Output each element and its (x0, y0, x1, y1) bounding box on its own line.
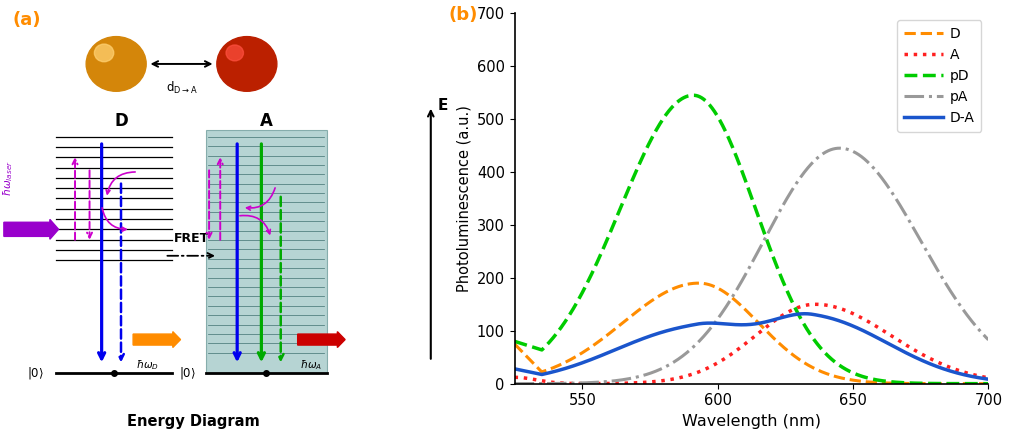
pD (982, 381, 995, 386)
D-A (508, 366, 521, 371)
Text: E: E (438, 98, 448, 113)
A (882, 331, 895, 336)
D (739, 307, 751, 312)
Text: $|0\rangle$: $|0\rangle$ (179, 365, 196, 381)
D-A (969, 374, 981, 380)
D (969, 381, 981, 386)
Legend: D, A, pD, pA, D-A: D, A, pD, pA, D-A (897, 20, 981, 132)
pA (508, 381, 521, 386)
Circle shape (226, 45, 244, 61)
D-A (739, 322, 751, 327)
pD (687, 93, 699, 98)
Line: pD: pD (515, 95, 988, 384)
Text: FRET: FRET (173, 232, 209, 245)
D (969, 381, 981, 386)
Line: pA: pA (515, 148, 988, 384)
D-A (727, 322, 739, 327)
pA (982, 337, 995, 343)
pA (881, 184, 894, 189)
pA (727, 294, 739, 299)
D (982, 381, 995, 386)
D-A (799, 311, 811, 316)
Line: D: D (515, 283, 988, 384)
A (969, 373, 981, 378)
A (969, 372, 981, 377)
Text: (b): (b) (448, 6, 478, 24)
D (727, 295, 739, 301)
Y-axis label: Photoluminescence (a.u.): Photoluminescence (a.u.) (457, 105, 471, 292)
FancyArrow shape (133, 332, 180, 348)
pA (834, 146, 846, 151)
D-A (533, 371, 545, 377)
A (982, 375, 995, 381)
pA (739, 273, 751, 278)
Text: D: D (114, 112, 127, 130)
Line: D-A: D-A (515, 314, 988, 379)
A (533, 377, 545, 383)
Text: $\hbar\omega_{laser}$: $\hbar\omega_{laser}$ (1, 160, 15, 196)
A (727, 351, 739, 356)
pD (533, 346, 545, 351)
pD (508, 339, 521, 344)
D (533, 366, 545, 371)
Circle shape (217, 37, 277, 91)
pD (739, 177, 751, 183)
Text: Energy Diagram: Energy Diagram (127, 414, 260, 429)
D-A (982, 377, 995, 382)
D-A (969, 374, 981, 380)
pD (727, 145, 739, 150)
A (577, 381, 589, 386)
A (739, 341, 751, 347)
pA (533, 381, 545, 386)
pA (969, 322, 981, 328)
pD (881, 379, 894, 384)
Text: $\hbar\omega_D$: $\hbar\omega_D$ (137, 358, 160, 372)
pD (969, 381, 981, 386)
D (508, 341, 521, 347)
Text: (a): (a) (12, 11, 41, 29)
Line: A: A (515, 304, 988, 384)
pA (969, 322, 981, 327)
Bar (206, 130, 327, 373)
X-axis label: Wavelength (nm): Wavelength (nm) (682, 414, 821, 429)
A (809, 302, 821, 307)
D (693, 280, 705, 286)
D (881, 381, 894, 386)
Text: d$_{\mathrm{D\rightarrow A}}$: d$_{\mathrm{D\rightarrow A}}$ (166, 80, 198, 97)
Circle shape (95, 44, 114, 62)
Text: A: A (260, 112, 273, 130)
Circle shape (87, 37, 146, 91)
Text: $\hbar\omega_A$: $\hbar\omega_A$ (300, 358, 322, 372)
A (508, 375, 521, 380)
FancyArrow shape (298, 332, 345, 348)
pD (969, 381, 981, 386)
Text: $|0\rangle$: $|0\rangle$ (26, 365, 44, 381)
D-A (881, 341, 894, 346)
FancyArrow shape (4, 220, 58, 239)
